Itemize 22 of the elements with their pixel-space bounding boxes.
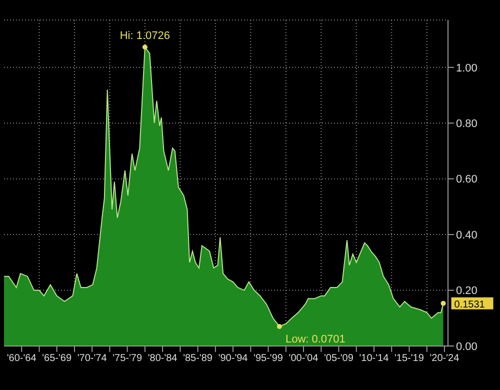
y-tick-label: 1.00 bbox=[456, 62, 478, 74]
y-tick-label: 0.80 bbox=[456, 118, 478, 130]
x-tick-label: '00-'04 bbox=[288, 353, 319, 364]
y-tick-label: 0.20 bbox=[456, 285, 478, 298]
annotation: 0.1531 bbox=[454, 299, 486, 310]
x-tick-label: '80-'84 bbox=[148, 353, 178, 364]
x-tick-label: '60-'64 bbox=[6, 353, 37, 364]
x-tick-label: '10-'14 bbox=[359, 353, 390, 364]
y-tick-label: 0.00 bbox=[456, 340, 478, 353]
x-tick-label: '65-'69 bbox=[42, 353, 72, 364]
x-tick-label: '70-'74 bbox=[77, 353, 108, 364]
x-tick-label: '15-'19 bbox=[394, 353, 424, 364]
x-tick-label: '20-'24 bbox=[430, 353, 460, 364]
annotation: Low: 0.0701 bbox=[285, 333, 346, 346]
y-tick-label: 0.40 bbox=[456, 229, 478, 242]
x-tick-label: '90-'94 bbox=[218, 353, 248, 364]
x-tick-label: '75-'79 bbox=[112, 353, 142, 364]
x-tick-label: '95-'99 bbox=[254, 353, 284, 364]
x-tick-label: '85-'89 bbox=[183, 353, 213, 364]
x-tick-label: '05-'09 bbox=[324, 353, 354, 364]
annotation: Hi: 1.0726 bbox=[120, 30, 170, 42]
y-tick-label: 0.60 bbox=[456, 174, 478, 186]
